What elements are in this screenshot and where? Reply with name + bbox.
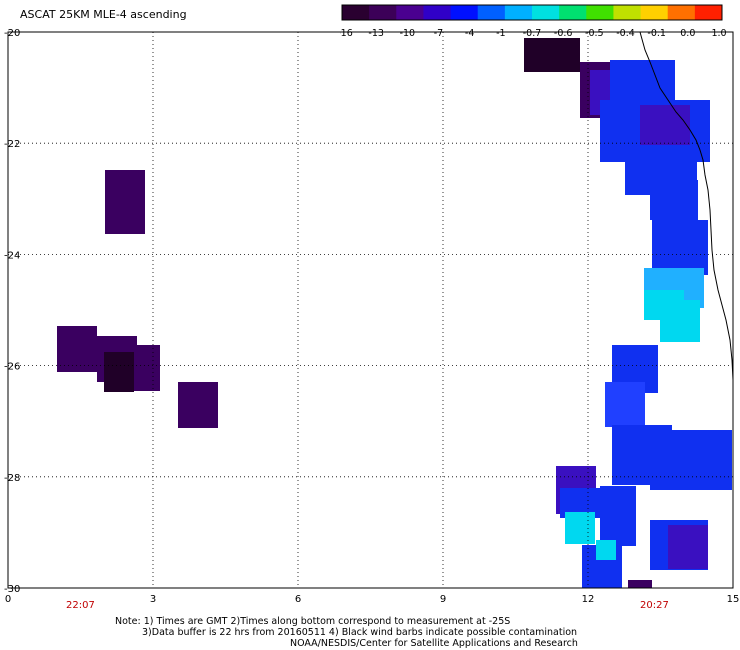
colorbar-tick-label: -0.5 bbox=[585, 28, 604, 39]
colorbar-tick-label: -1 bbox=[496, 28, 505, 39]
map-title: ASCAT 25KM MLE-4 ascending bbox=[20, 8, 187, 21]
colorbar-swatch bbox=[532, 5, 560, 20]
wind-cell-block bbox=[650, 180, 698, 220]
colorbar-frame bbox=[341, 4, 723, 21]
y-tick-label: -24 bbox=[4, 250, 20, 261]
colorbar-tick-label: -16 bbox=[340, 28, 353, 39]
x-tick-label: 12 bbox=[582, 594, 595, 605]
colorbar-tick-label: 0.0 bbox=[680, 28, 695, 39]
x-tick-label: 15 bbox=[727, 594, 740, 605]
wind-cell-block bbox=[605, 382, 645, 427]
colorbar: -16 -13 -10 -7 -4 -1 -0.7 -0.6 -0.5 -0.4 -0.1 0.0 1.… bbox=[340, 4, 727, 39]
map-frame bbox=[7, 31, 734, 589]
wind-cell-block bbox=[105, 170, 145, 234]
colorbar-swatch bbox=[504, 5, 533, 20]
colorbar-swatch bbox=[342, 5, 370, 20]
wind-cell-block bbox=[668, 525, 708, 569]
y-tick-label: -28 bbox=[4, 473, 20, 484]
colorbar-tick-label: -4 bbox=[465, 28, 474, 39]
note-line-3: NOAA/NESDIS/Center for Satellite Applica… bbox=[290, 638, 578, 649]
colorbar-swatch bbox=[667, 5, 696, 20]
colorbar-swatches bbox=[341, 4, 723, 21]
wind-cell-block bbox=[104, 352, 134, 392]
y-tick-label: -22 bbox=[4, 139, 20, 150]
colorbar-swatch bbox=[640, 5, 669, 20]
x-tick-label: 9 bbox=[440, 594, 446, 605]
wind-cell-block bbox=[565, 512, 595, 544]
colorbar-tick-label: -10 bbox=[400, 28, 416, 39]
colorbar-tick-label: -13 bbox=[368, 28, 384, 39]
wind-data-cells bbox=[57, 38, 732, 588]
colorbar-swatch bbox=[369, 5, 397, 20]
colorbar-swatch bbox=[694, 5, 723, 20]
colorbar-tick-label: -7 bbox=[434, 28, 443, 39]
note-line-1: Note: 1) Times are GMT 2)Times along bot… bbox=[115, 616, 511, 627]
wind-cell-block bbox=[178, 382, 218, 428]
wind-cell-block bbox=[640, 105, 690, 145]
coastline bbox=[639, 31, 734, 381]
colorbar-swatch bbox=[559, 5, 587, 20]
y-tick-label: -26 bbox=[4, 362, 20, 373]
note-line-2: 3)Data buffer is 22 hrs from 20160511 4)… bbox=[142, 627, 578, 638]
wind-cell-block bbox=[650, 430, 732, 490]
y-axis-labels: -20 -22 -24 -26 -28 -30 bbox=[4, 28, 20, 595]
colorbar-tick-label: -0.4 bbox=[616, 28, 635, 39]
colorbar-swatch bbox=[586, 5, 614, 20]
colorbar-swatch bbox=[477, 5, 506, 20]
colorbar-tick-label: 1.0 bbox=[711, 28, 726, 39]
wind-cell-block bbox=[600, 486, 636, 546]
colorbar-tick-label: -0.6 bbox=[554, 28, 573, 39]
colorbar-swatch bbox=[396, 5, 424, 20]
x-axis-labels: 0 3 6 9 12 15 bbox=[5, 594, 740, 605]
y-tick-label: -20 bbox=[4, 28, 20, 39]
colorbar-swatch bbox=[613, 5, 642, 20]
x-tick-label: 3 bbox=[150, 594, 156, 605]
wind-cell-block bbox=[660, 300, 700, 342]
colorbar-swatch bbox=[450, 5, 479, 20]
x-tick-label: 6 bbox=[295, 594, 301, 605]
y-tick-label: -30 bbox=[4, 584, 20, 595]
wind-cell-block bbox=[628, 580, 652, 588]
time-label-left: 22:07 bbox=[66, 600, 95, 611]
colorbar-tick-label: -0.7 bbox=[523, 28, 542, 39]
colorbar-swatch bbox=[423, 5, 452, 20]
time-label-right: 20:27 bbox=[640, 600, 669, 611]
gridlines bbox=[8, 32, 733, 588]
wind-cell-block bbox=[57, 326, 97, 372]
wind-cell-block bbox=[524, 38, 580, 72]
wind-cell-block bbox=[596, 540, 616, 560]
colorbar-ticks: -16 -13 -10 -7 -4 -1 -0.7 -0.6 -0.5 -0.4 -0.1 0.0 1.… bbox=[340, 28, 727, 39]
colorbar-tick-label: -0.1 bbox=[647, 28, 666, 39]
wind-cell-block bbox=[652, 220, 708, 275]
x-tick-label: 0 bbox=[5, 594, 11, 605]
